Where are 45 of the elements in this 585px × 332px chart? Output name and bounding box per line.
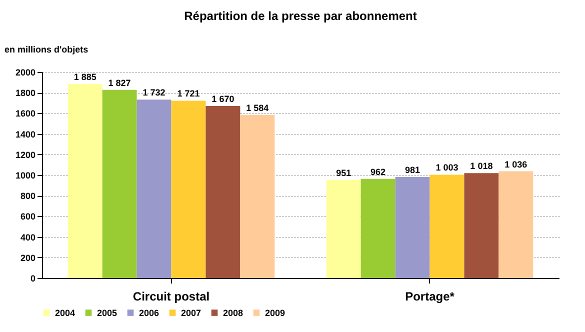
data-label: 1 018 bbox=[470, 161, 493, 172]
bar bbox=[430, 174, 464, 278]
bar bbox=[395, 176, 430, 278]
y-tick-label: 2000 bbox=[15, 68, 36, 78]
data-label: 951 bbox=[336, 168, 352, 178]
data-label: 1 732 bbox=[142, 88, 166, 98]
bar bbox=[498, 171, 534, 278]
bar bbox=[206, 106, 240, 278]
data-label: 962 bbox=[370, 166, 386, 177]
legend-label: 2009 bbox=[265, 308, 286, 318]
legend-label: 2006 bbox=[139, 308, 160, 318]
data-label: 1 827 bbox=[108, 78, 131, 88]
legend-label: 2005 bbox=[97, 308, 118, 318]
bar bbox=[240, 114, 275, 278]
bar bbox=[171, 100, 206, 278]
y-tick-label: 1600 bbox=[15, 108, 36, 119]
legend-label: 2004 bbox=[55, 308, 76, 318]
bar bbox=[68, 84, 102, 278]
bar bbox=[326, 180, 361, 278]
y-axis-title: en millions d'objets bbox=[4, 44, 88, 54]
chart-title: Répartition de la presse par abonnement bbox=[184, 9, 417, 23]
data-label: 1 670 bbox=[212, 94, 234, 104]
y-tick-label: 200 bbox=[20, 252, 36, 263]
data-label: 1 885 bbox=[74, 72, 96, 82]
y-tick-label: 600 bbox=[20, 212, 36, 222]
y-tick-label: 1200 bbox=[15, 150, 36, 160]
data-label: 1 721 bbox=[177, 88, 200, 99]
y-tick-label: 0 bbox=[30, 274, 36, 284]
data-label: 1 584 bbox=[246, 102, 269, 113]
x-tick-label: Portage* bbox=[405, 290, 455, 304]
data-label: 1 003 bbox=[436, 162, 458, 173]
bar bbox=[136, 100, 172, 278]
data-label: 981 bbox=[405, 164, 420, 175]
y-tick-label: 1400 bbox=[15, 129, 36, 140]
y-tick-label: 1000 bbox=[15, 170, 36, 180]
x-tick-label: Circuit postal bbox=[132, 290, 210, 304]
y-tick-label: 400 bbox=[20, 232, 36, 242]
bar bbox=[360, 178, 396, 278]
data-label: 1 036 bbox=[504, 159, 528, 170]
y-tick-label: 1800 bbox=[15, 88, 36, 98]
legend-label: 2008 bbox=[223, 308, 244, 318]
y-tick-label: 800 bbox=[20, 191, 36, 202]
legend-label: 2007 bbox=[181, 308, 202, 318]
bar bbox=[464, 173, 499, 278]
bar bbox=[102, 90, 137, 278]
